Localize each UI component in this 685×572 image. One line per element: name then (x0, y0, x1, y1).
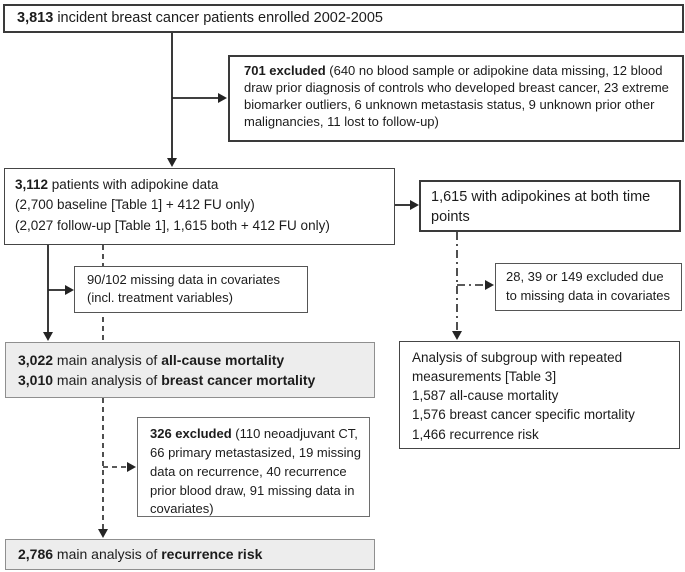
missing-covariates-line1: 90/102 missing data in covariates (87, 272, 280, 287)
recurrence-endpoint: recurrence risk (161, 546, 263, 563)
excluded-701-reasons: (640 no blood sample or adipokine data m… (244, 63, 669, 130)
arrow-mortality-to-excluded326 (103, 462, 136, 472)
enrolled-count: 3,813 (17, 9, 54, 26)
box-both-timepoints-1615: 1,615 with adipokines at both time point… (419, 180, 681, 232)
arrow-mortality-to-recurrence (98, 398, 108, 538)
excluded-326-count: 326 excluded (150, 426, 232, 441)
adipokine-label: patients with adipokine data (48, 177, 219, 192)
excluded-2839-line2: to missing data in covariates (506, 287, 671, 303)
excluded-701-count: 701 excluded (244, 63, 326, 78)
arrow-adipokine-to-mortality (43, 245, 53, 341)
allcause-endpoint: all-cause mortality (161, 352, 285, 368)
arrow-adipokine-to-both1615 (395, 200, 419, 210)
excluded-326-reasons: (110 neoadjuvant CT, 66 primary metastas… (150, 426, 361, 517)
arrow-enrolled-to-adipokine (167, 33, 177, 167)
arrow-adipokine-to-covariates (48, 285, 74, 295)
arrow-both1615-to-excluded2839 (457, 280, 494, 290)
enrolled-label: incident breast cancer patients enrolled… (53, 9, 383, 26)
excluded-2839-line1: 28, 39 or 149 excluded due (506, 269, 664, 284)
box-enrolled-patients: 3,813 incident breast cancer patients en… (3, 4, 684, 33)
subgroup-title-line2: measurements [Table 3] (412, 369, 557, 385)
subgroup-title-line1: Analysis of subgroup with repeated (412, 350, 623, 365)
missing-covariates-line2: (incl. treatment variables) (87, 290, 233, 306)
box-excluded-326: 326 excluded (110 neoadjuvant CT, 66 pri… (137, 417, 370, 517)
bc-mortality-endpoint: breast cancer mortality (161, 372, 316, 389)
arrow-both1615-to-subgroup (452, 232, 462, 340)
subgroup-allcause: 1,587 all-cause mortality (412, 388, 559, 404)
arrow-enrolled-to-excluded701 (172, 93, 227, 103)
allcause-mid: main analysis of (53, 352, 162, 368)
bc-mortality-mid: main analysis of (53, 372, 162, 389)
adipokine-followup-detail: (2,027 follow-up [Table 1], 1,615 both +… (15, 217, 330, 233)
box-excluded-701: 701 excluded (640 no blood sample or adi… (228, 55, 684, 142)
bc-mortality-count: 3,010 (18, 372, 54, 389)
subgroup-bc-specific: 1,576 breast cancer specific mortality (412, 407, 635, 423)
adipokine-count: 3,112 (15, 177, 49, 192)
box-main-recurrence-analysis: 2,786 main analysis of recurrence risk (5, 539, 375, 570)
box-subgroup-analysis: Analysis of subgroup with repeated measu… (399, 341, 680, 449)
box-main-mortality-analysis: 3,022 main analysis of all-cause mortali… (5, 342, 375, 398)
allcause-count: 3,022 (18, 352, 54, 368)
recurrence-mid: main analysis of (53, 546, 162, 563)
both-timepoints-label: 1,615 with adipokines at both time point… (431, 189, 651, 226)
box-missing-covariates-90: 90/102 missing data in covariates (incl.… (74, 266, 308, 313)
subgroup-recurrence: 1,466 recurrence risk (412, 426, 539, 442)
recurrence-count: 2,786 (18, 546, 54, 563)
box-adipokine-3112: 3,112 patients with adipokine data (2,70… (4, 168, 395, 245)
adipokine-baseline-detail: (2,700 baseline [Table 1] + 412 FU only) (15, 197, 255, 213)
box-excluded-28-39-149: 28, 39 or 149 excluded due to missing da… (495, 263, 682, 311)
